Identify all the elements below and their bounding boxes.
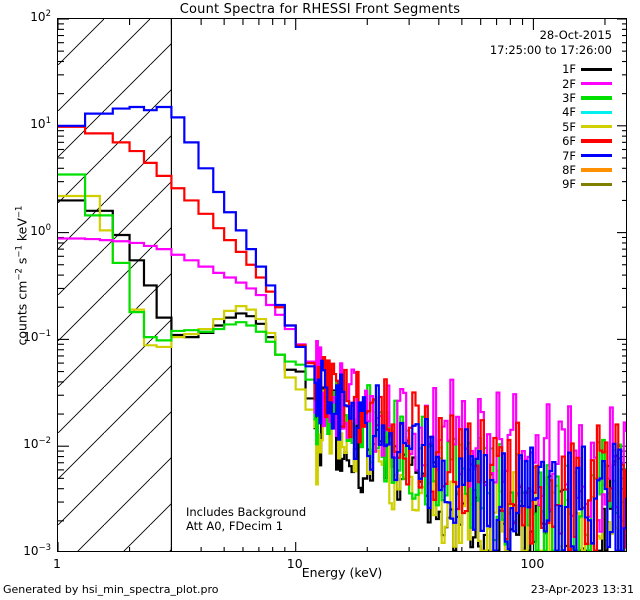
legend-label: 9F (562, 177, 576, 192)
legend-item-7f: 7F (562, 148, 612, 162)
legend-item-8f: 8F (562, 163, 612, 177)
footer-timestamp: 23-Apr-2023 13:31 (530, 583, 634, 596)
plot-area (57, 18, 627, 552)
y-axis-label: counts cm−2 s−1 keV−1 (14, 205, 30, 346)
legend-color-swatch (581, 67, 612, 71)
legend-label: 1F (562, 62, 576, 77)
observation-datetime: 28-Oct-2015 17:25:00 to 17:26:00 (490, 28, 612, 58)
legend-color-swatch (581, 81, 612, 86)
x-tick-label: 100 (520, 556, 545, 571)
legend-item-6f: 6F (562, 134, 612, 148)
legend-color-swatch (581, 125, 612, 129)
observation-time-range: 17:25:00 to 17:26:00 (489, 43, 612, 57)
annotation-line-1: Includes Background (186, 505, 307, 519)
legend-label: 8F (562, 162, 576, 177)
legend-item-4f: 4F (562, 105, 612, 119)
legend-item-1f: 1F (562, 62, 612, 76)
legend-color-swatch (581, 96, 612, 100)
legend-label: 2F (562, 76, 576, 91)
footer-generated-by: Generated by hsi_min_spectra_plot.pro (3, 583, 219, 596)
y-tick-label: 101 (30, 115, 51, 131)
y-tick-label: 102 (30, 9, 51, 24)
x-tick-label: 1 (53, 556, 61, 571)
legend-label: 7F (562, 148, 576, 163)
legend-item-3f: 3F (562, 91, 612, 105)
legend-color-swatch (581, 182, 612, 187)
legend-label: 6F (562, 134, 576, 149)
legend-label: 4F (562, 105, 576, 120)
y-tick-label: 10−2 (23, 436, 51, 452)
observation-date: 28-Oct-2015 (539, 28, 612, 42)
legend-item-9f: 9F (562, 177, 612, 191)
legend-item-2f: 2F (562, 76, 612, 90)
legend-item-5f: 5F (562, 120, 612, 134)
x-axis-label: Energy (keV) (301, 565, 383, 580)
legend: 1F 2F 3F 4F 5F 6F 7F 8F 9F (562, 62, 612, 192)
annotation-line-2: Att A0, FDecim 1 (186, 519, 284, 533)
legend-label: 5F (562, 119, 576, 134)
legend-color-swatch (581, 110, 612, 115)
legend-color-swatch (581, 153, 612, 158)
legend-color-swatch (581, 168, 612, 172)
legend-label: 3F (562, 90, 576, 105)
plot-annotation: Includes Background Att A0, FDecim 1 (186, 505, 306, 533)
y-tick-label: 10−1 (23, 329, 51, 345)
y-tick-label: 10−3 (23, 543, 51, 558)
y-tick-label: 100 (30, 222, 51, 238)
page-title: Count Spectra for RHESSI Front Segments (179, 2, 461, 17)
legend-color-swatch (581, 139, 612, 143)
x-tick-label: 10 (286, 556, 303, 571)
spectra-chart (58, 19, 626, 551)
